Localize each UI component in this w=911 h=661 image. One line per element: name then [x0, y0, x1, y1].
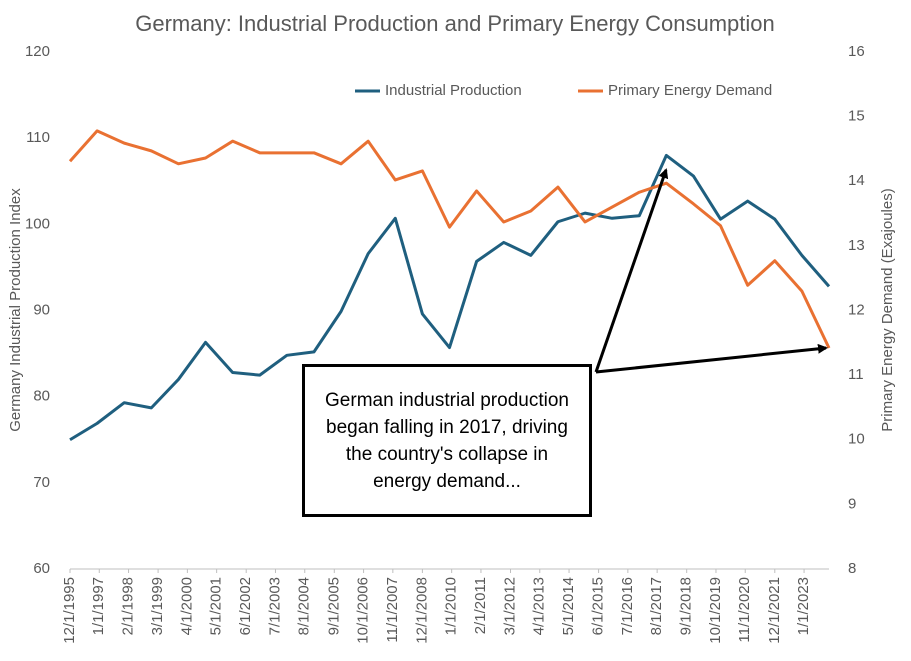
x-tick-label: 10/1/2006: [355, 577, 372, 644]
legend-label: Primary Energy Demand: [608, 82, 772, 99]
y2-tick-label: 16: [848, 43, 865, 60]
arrow: [594, 168, 669, 373]
annotation: German industrial production began falli…: [302, 364, 592, 517]
x-tick-label: 8/1/2017: [648, 577, 665, 635]
x-tick-label: 6/1/2015: [590, 577, 607, 635]
y2-tick-label: 9: [848, 495, 856, 512]
x-tick-label: 5/1/2014: [560, 577, 577, 635]
x-tick-label: 1/1/2010: [443, 577, 460, 635]
y-tick-label: 80: [33, 388, 50, 405]
x-tick-label: 1/1/2023: [795, 577, 812, 635]
y-tick-label: 120: [25, 43, 50, 60]
x-tick-label: 2/1/2011: [472, 577, 489, 634]
x-tick-label: 12/1/2021: [766, 577, 783, 644]
x-tick-label: 11/1/2020: [736, 577, 753, 643]
legend-label: Industrial Production: [385, 82, 522, 99]
x-tick-label: 6/1/2002: [237, 577, 254, 635]
y-tick-label: 100: [25, 215, 50, 232]
x-tick-label: 4/1/2013: [531, 577, 548, 635]
x-tick-label: 11/1/2007: [384, 577, 401, 643]
x-tick-label: 10/1/2019: [707, 577, 724, 644]
x-tick-label: 9/1/2018: [678, 577, 695, 635]
chart-title: Germany: Industrial Production and Prima…: [135, 11, 775, 36]
x-tick-label: 8/1/2004: [296, 577, 313, 635]
y2-axis-label: Primary Energy Demand (Exajoules): [879, 188, 896, 431]
x-tick-label: 2/1/1998: [120, 577, 137, 635]
x-tick-label: 12/1/1995: [61, 577, 78, 644]
y2-tick-label: 12: [848, 301, 865, 318]
y2-tick-label: 13: [848, 237, 865, 254]
y-tick-label: 110: [26, 129, 50, 146]
y2-tick-label: 14: [848, 172, 865, 189]
x-tick-label: 7/1/2016: [619, 577, 636, 635]
x-tick-label: 12/1/2008: [413, 577, 430, 644]
y2-tick-label: 8: [848, 560, 856, 577]
y-tick-label: 90: [33, 301, 50, 318]
x-tick-label: 3/1/2012: [501, 577, 518, 635]
y-tick-label: 70: [33, 474, 50, 491]
series-line: [69, 153, 831, 442]
x-tick-label: 4/1/2000: [178, 577, 195, 635]
x-tick-label: 1/1/1997: [90, 577, 107, 635]
arrow: [595, 343, 828, 374]
y2-tick-label: 11: [848, 366, 864, 383]
y2-tick-label: 10: [848, 431, 865, 448]
y-axis-label: Germany Industrial Production Index: [7, 188, 24, 432]
y-tick-label: 60: [33, 560, 50, 577]
x-tick-label: 3/1/1999: [149, 577, 166, 635]
x-tick-label: 9/1/2005: [325, 577, 342, 635]
x-tick-label: 5/1/2001: [208, 577, 225, 635]
series-line: [68, 129, 831, 349]
x-tick-label: 7/1/2003: [266, 577, 283, 635]
y2-tick-label: 15: [848, 108, 865, 125]
